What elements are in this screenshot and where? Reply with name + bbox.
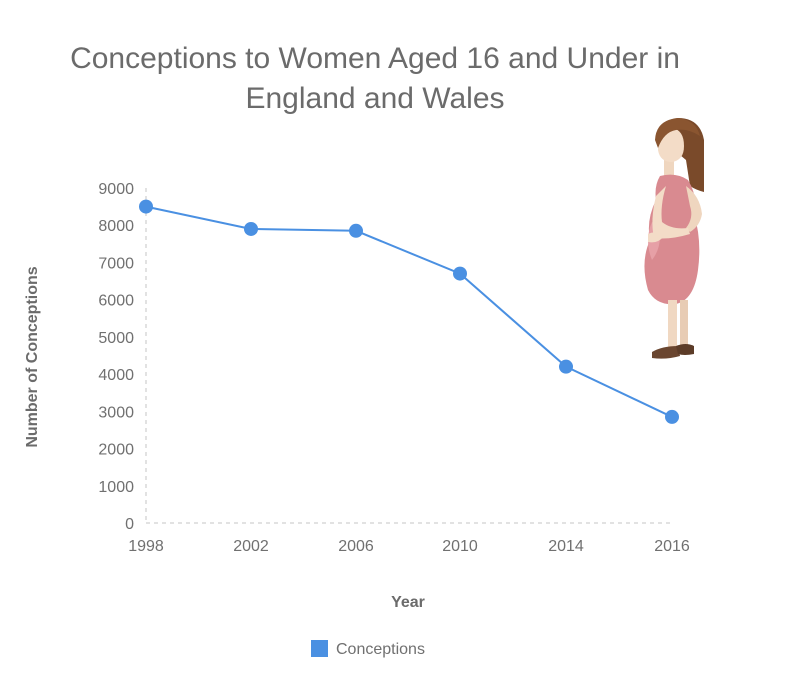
x-tick-label: 1998 [128, 538, 164, 555]
x-tick-label: 2002 [233, 538, 269, 555]
x-tick-label: 2006 [338, 538, 374, 555]
legend[interactable]: Conceptions [311, 640, 425, 658]
chart-title-line-2: England and Wales [245, 82, 504, 115]
data-point[interactable] [559, 359, 573, 374]
y-tick-label: 2000 [98, 442, 134, 459]
data-point[interactable] [349, 223, 363, 238]
data-point[interactable] [139, 199, 153, 214]
x-tick-label: 2014 [548, 538, 584, 555]
y-tick-label: 5000 [98, 330, 134, 347]
x-tick-label: 2016 [654, 538, 690, 555]
y-tick-label: 6000 [98, 293, 134, 310]
data-point[interactable] [665, 409, 679, 424]
data-point[interactable] [244, 221, 258, 236]
y-tick-label: 0 [125, 516, 134, 533]
series-line-conceptions [145, 205, 673, 418]
y-tick-label: 8000 [98, 218, 134, 235]
x-axis-title: Year [391, 594, 425, 611]
pregnant-woman-icon [644, 118, 704, 359]
data-point[interactable] [453, 266, 467, 281]
chart-title-line-1: Conceptions to Women Aged 16 and Under i… [70, 42, 680, 75]
legend-swatch-conceptions [311, 640, 328, 657]
x-tick-labels: 1998 2002 2006 2010 2014 2016 [128, 538, 690, 555]
y-tick-label: 9000 [98, 181, 134, 198]
x-tick-label: 2010 [442, 538, 478, 555]
y-tick-label: 3000 [98, 404, 134, 421]
y-tick-label: 7000 [98, 255, 134, 272]
legend-label-conceptions: Conceptions [336, 641, 425, 658]
y-axis-title: Number of Conceptions [24, 266, 41, 447]
y-tick-label: 4000 [98, 367, 134, 384]
series-layer [139, 199, 679, 424]
y-tick-labels: 0 1000 2000 3000 4000 5000 6000 7000 8000 9000 [98, 181, 134, 533]
y-tick-label: 1000 [98, 479, 134, 496]
